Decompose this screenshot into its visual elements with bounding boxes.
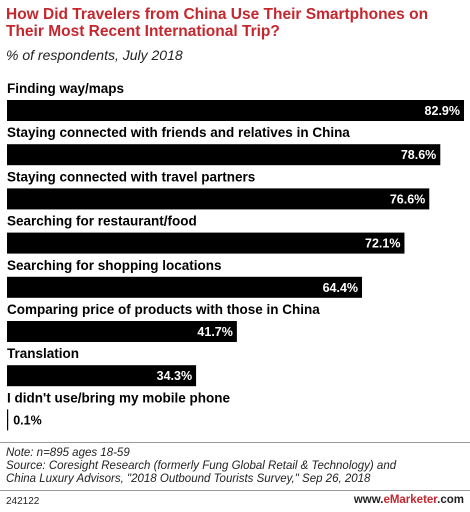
value-label: 0.1% (13, 413, 42, 427)
chart-notes: Note: n=895 ages 18-59 Source: Coresight… (6, 447, 466, 486)
chart-id: 242122 (6, 496, 40, 507)
value-label: 64.4% (323, 281, 358, 295)
category-label: Staying connected with travel partners (7, 169, 255, 184)
note-source: Source: Coresight Research (formerly Fun… (6, 460, 397, 472)
notes-divider (0, 442, 470, 443)
bar (7, 188, 430, 210)
value-label: 72.1% (365, 237, 400, 251)
brand-suffix: .com (437, 494, 464, 506)
value-label: 78.6% (401, 148, 436, 162)
brand-prefix: www. (353, 494, 384, 506)
chart-subtitle: % of respondents, July 2018 (6, 47, 183, 63)
bar (7, 365, 197, 387)
value-label: 76.6% (390, 192, 425, 206)
category-label: I didn't use/bring my mobile phone (7, 390, 230, 405)
chart-title: How Did Travelers from China Use Their S… (6, 6, 429, 40)
category-label: Searching for restaurant/food (7, 214, 197, 229)
bar (7, 409, 9, 431)
bar (7, 144, 441, 166)
bar (7, 100, 464, 121)
bar (7, 276, 363, 298)
category-label: Staying connected with friends and relat… (7, 125, 350, 140)
bar (7, 321, 237, 342)
value-label: 82.9% (425, 104, 460, 118)
category-label: Searching for shopping locations (7, 258, 222, 273)
note-sample: Note: n=895 ages 18-59 (6, 447, 130, 459)
footer-divider (0, 490, 470, 491)
category-label: Finding way/maps (7, 81, 124, 96)
value-label: 41.7% (197, 325, 232, 339)
note-source-continued: China Luxury Advisors, "2018 Outbound To… (6, 473, 371, 485)
brand-logo: www.eMarketer.com (354, 494, 464, 506)
value-label: 34.3% (157, 369, 192, 383)
category-label: Comparing price of products with those i… (7, 302, 320, 317)
bar (7, 232, 405, 254)
bar-chart: Finding way/maps 82.9% Staying connected w… (7, 81, 464, 431)
category-label: Translation (7, 346, 79, 361)
brand-name: eMarketer (383, 494, 438, 506)
